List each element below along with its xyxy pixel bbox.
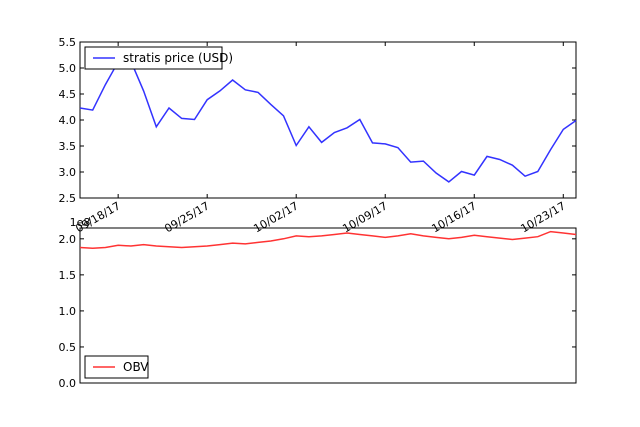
y-tick-label: 0.0 [59, 377, 77, 390]
axis-offset-label: 1e8 [70, 216, 91, 229]
y-tick-label: 3.0 [59, 166, 77, 179]
y-tick-label: 1.0 [59, 305, 77, 318]
obv-panel: 0.0 0.5 1.0 1.5 2.0 1e8 OBV [59, 216, 577, 390]
y-tick-label: 4.5 [59, 88, 77, 101]
y-tick-label: 1.5 [59, 269, 77, 282]
legend-label: stratis price (USD) [123, 51, 233, 65]
y-tick-label: 2.0 [59, 233, 77, 246]
x-tick-label: 10/09/17 [340, 199, 389, 235]
y-tick-label: 0.5 [59, 341, 77, 354]
legend: OBV [84, 355, 149, 379]
y-tick-label: 2.5 [59, 192, 77, 205]
y-tick-label: 4.0 [59, 114, 77, 127]
legend-label: OBV [123, 360, 149, 374]
plot-frame [79, 227, 577, 384]
price-panel: 2.53.03.54.04.55.05.509/18/17 09/25/17 10/… [59, 36, 577, 235]
legend-box [84, 46, 223, 70]
y-tick-label: 5.5 [59, 36, 77, 49]
x-tick-label: 10/23/17 [518, 199, 567, 235]
series-line [79, 60, 577, 183]
x-tick-label: 10/16/17 [429, 199, 478, 235]
series-line [79, 230, 577, 249]
y-tick-label: 5.0 [59, 62, 77, 75]
legend: stratis price (USD) [84, 46, 233, 70]
legend-box [84, 355, 149, 379]
x-tick-label: 10/02/17 [251, 199, 300, 235]
x-tick-label: 09/25/17 [162, 199, 211, 235]
y-tick-label: 3.5 [59, 140, 77, 153]
